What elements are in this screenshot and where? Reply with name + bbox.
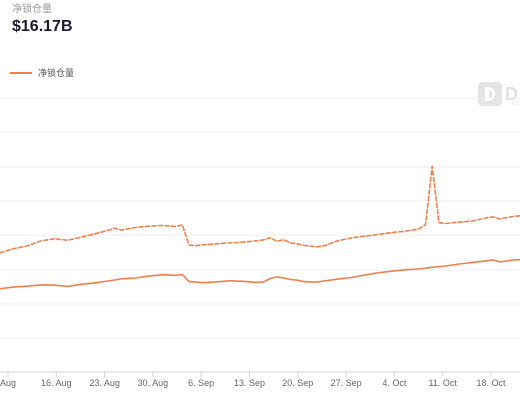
x-tick-label-1: 16. Aug bbox=[41, 378, 72, 388]
legend-label: 净锁仓量 bbox=[38, 68, 75, 78]
series-line-1-dashed bbox=[0, 165, 520, 254]
x-tick-label-4: 6. Sep bbox=[188, 378, 214, 388]
x-tick-label-0: Aug bbox=[0, 378, 16, 388]
x-tick-label-5: 13. Sep bbox=[234, 378, 265, 388]
brand-logo-icon bbox=[478, 82, 502, 106]
metric-header: 净锁仓量 $16.17B bbox=[12, 4, 73, 37]
x-tick-label-10: 18. Oct bbox=[476, 378, 506, 388]
x-tick-label-2: 23. Aug bbox=[89, 378, 120, 388]
series-line-0-solid bbox=[0, 258, 520, 290]
legend-swatch bbox=[10, 71, 32, 74]
x-tick-label-8: 4. Oct bbox=[382, 378, 407, 388]
x-tick-label-7: 27. Sep bbox=[331, 378, 362, 388]
watermark-subtext: Yo bbox=[510, 98, 520, 107]
metric-value: $16.17B bbox=[12, 18, 73, 35]
chart-legend[interactable]: 净锁仓量 bbox=[10, 66, 74, 79]
metric-label: 净锁仓量 bbox=[12, 4, 52, 15]
x-tick-label-9: 11. Oct bbox=[429, 378, 458, 388]
x-tick-label-3: 30. Aug bbox=[138, 378, 169, 388]
x-tick-label-6: 20. Sep bbox=[282, 378, 313, 388]
